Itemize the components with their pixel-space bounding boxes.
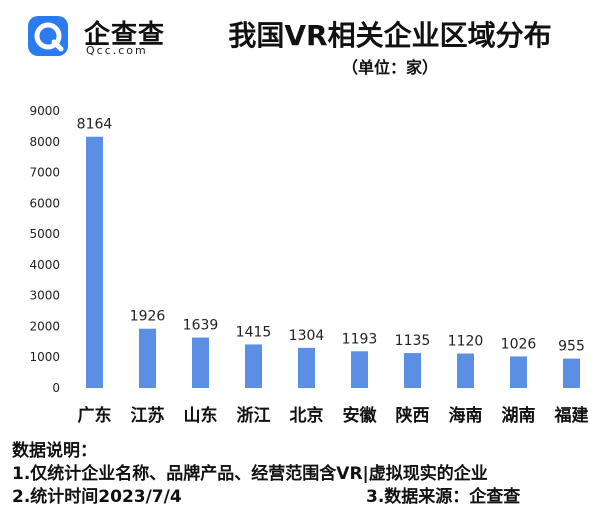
data-label: 8164 — [77, 117, 113, 133]
data-label: 1135 — [395, 333, 431, 349]
y-tick-label: 3000 — [29, 289, 60, 303]
x-tick-label: 陕西 — [396, 405, 430, 426]
x-tick-label: 海南 — [449, 405, 483, 426]
x-tick-label: 江苏 — [131, 405, 165, 426]
y-tick-label: 7000 — [29, 166, 60, 180]
data-label: 1639 — [183, 318, 219, 334]
data-notes: 数据说明： 1.仅统计企业名称、品牌产品、经营范围含VR|虚拟现实的企业 2.统… — [12, 440, 607, 509]
x-tick-label: 广东 — [78, 405, 112, 426]
bar-浙江 — [245, 344, 262, 388]
bars — [86, 136, 580, 388]
value-labels: 8164 1926 1639 1415 1304 1193 1135 1120 1026 955 — [77, 117, 585, 355]
y-tick-label: 5000 — [29, 227, 60, 241]
y-tick-label: 0 — [52, 381, 60, 395]
y-tick-label: 9000 — [29, 104, 60, 118]
notes-line-2: 2.统计时间2023/7/4 3.数据来源：企查查 — [12, 486, 607, 509]
x-tick-label: 山东 — [184, 405, 218, 426]
bar-广东 — [86, 136, 103, 388]
x-tick-label: 浙江 — [237, 405, 271, 426]
y-tick-label: 6000 — [29, 196, 60, 210]
notes-line-2-left: 2.统计时间2023/7/4 — [12, 487, 182, 507]
y-tick-label: 2000 — [29, 319, 60, 333]
data-label: 1304 — [289, 328, 325, 344]
data-label: 1120 — [448, 334, 484, 350]
data-label: 955 — [558, 339, 585, 355]
x-tick-label: 安徽 — [343, 405, 378, 426]
y-tick-label: 8000 — [29, 135, 60, 149]
qcc-logo-icon — [28, 16, 68, 56]
logo: 企查查 Qcc.com — [24, 10, 174, 60]
data-label: 1026 — [501, 336, 537, 352]
logo-name: 企查查 — [84, 20, 166, 50]
bar-chart: 0 1000 2000 3000 4000 5000 6000 7000 8000 9000 81… — [29, 104, 589, 426]
x-tick-label: 北京 — [290, 405, 324, 426]
x-tick-label: 福建 — [554, 405, 589, 426]
notes-line-2-right: 3.数据来源：企查查 — [366, 487, 521, 507]
notes-line-1: 1.仅统计企业名称、品牌产品、经营范围含VR|虚拟现实的企业 — [12, 464, 488, 484]
bar-福建 — [563, 358, 580, 388]
bar-湖南 — [510, 356, 527, 388]
bar-安徽 — [351, 351, 368, 388]
y-tick-label: 1000 — [29, 350, 60, 364]
chart-subtitle: （单位：家） — [341, 58, 438, 77]
bar-陕西 — [404, 353, 421, 388]
data-label: 1415 — [236, 324, 272, 340]
bar-山东 — [192, 337, 209, 388]
notes-heading: 数据说明： — [12, 441, 97, 461]
bar-江苏 — [139, 328, 156, 388]
data-label: 1926 — [130, 309, 166, 325]
x-tick-label: 湖南 — [502, 405, 536, 426]
chart-title: 我国VR相关企业区域分布 — [228, 19, 552, 52]
bar-北京 — [298, 347, 315, 388]
bar-海南 — [457, 353, 474, 388]
x-axis: 广东 江苏 山东 浙江 北京 安徽 陕西 海南 湖南 福建 — [78, 405, 589, 426]
y-axis: 0 1000 2000 3000 4000 5000 6000 7000 8000 9000 — [29, 104, 60, 395]
data-label: 1193 — [342, 331, 378, 347]
y-tick-label: 4000 — [29, 258, 60, 272]
logo-domain: Qcc.com — [86, 44, 148, 57]
